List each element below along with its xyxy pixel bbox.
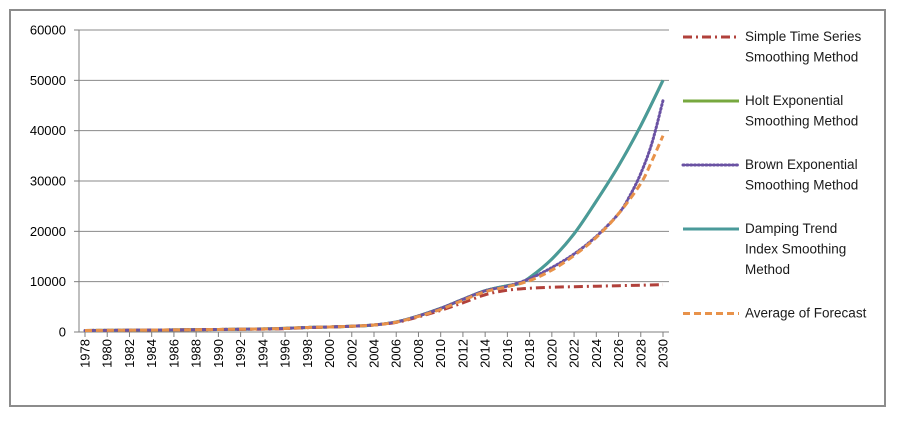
x-tick-label: 2008 <box>411 339 426 368</box>
gridlines <box>79 29 669 283</box>
x-tick-label: 1996 <box>278 339 293 368</box>
x-tick-label: 2014 <box>478 339 493 368</box>
x-tick-label: 1986 <box>166 339 181 368</box>
legend-label-line: Smoothing Method <box>745 178 858 193</box>
x-tick-label: 2018 <box>522 339 537 368</box>
x-tick-label: 1982 <box>122 339 137 368</box>
series-line-damping-trend-index-smoothing-method <box>84 79 665 332</box>
x-tick-label: 1992 <box>233 339 248 368</box>
y-tick-label: 60000 <box>30 23 66 38</box>
legend-label-line: Index Smoothing <box>745 242 846 257</box>
x-tick-label: 2016 <box>500 339 515 368</box>
series-line-brown-exponential-smoothing-method <box>83 98 665 332</box>
series-line-average-of-forecast <box>84 135 665 332</box>
legend-label-line: Simple Time Series <box>745 29 862 44</box>
x-tick-label: 2022 <box>567 339 582 368</box>
x-tick-label: 1994 <box>255 339 270 368</box>
y-tick-label: 0 <box>59 325 66 340</box>
x-tick-label: 1988 <box>189 339 204 368</box>
axes <box>74 29 669 337</box>
x-tick-label: 1980 <box>100 339 115 368</box>
x-tick-label: 1990 <box>211 339 226 368</box>
legend-label-line: Brown Exponential <box>745 157 858 172</box>
x-tick-label: 2002 <box>344 339 359 368</box>
x-tick-label: 2006 <box>389 339 404 368</box>
x-tick-label: 2030 <box>656 339 671 368</box>
y-tick-label: 50000 <box>30 73 66 88</box>
series-lines <box>83 79 665 332</box>
x-tick-label: 2020 <box>544 339 559 368</box>
legend-item-damping-trend-index-smoothing-method: Damping Trend Index Smoothing Method <box>683 221 846 277</box>
legend-item-brown-exponential-smoothing-method: Brown Exponential Smoothing Method <box>681 157 858 193</box>
legend-label-line: Damping Trend <box>745 221 837 236</box>
x-tick-label: 2012 <box>455 339 470 368</box>
x-tick-label: 2024 <box>589 339 604 368</box>
legend-label-line: Holt Exponential <box>745 93 843 108</box>
legend-label-line: Method <box>745 262 790 277</box>
y-tick-label: 10000 <box>30 274 66 289</box>
series-line-holt-exponential-smoothing-method <box>84 79 665 332</box>
x-axis-tick-labels: 1978 1980 1982 1984 1986 1988 1990 1992 1994 1996… <box>78 339 671 368</box>
legend-label-line: Average of Forecast <box>745 306 867 321</box>
legend-label-line: Smoothing Method <box>745 114 858 129</box>
x-tick-label: 1984 <box>144 339 159 368</box>
y-tick-label: 20000 <box>30 224 66 239</box>
x-tick-label: 2026 <box>611 339 626 368</box>
legend-item-average-of-forecast: Average of Forecast <box>683 306 867 321</box>
legend-item-simple-time-series-smoothing-method: Simple Time Series Smoothing Method <box>683 29 862 65</box>
y-tick-label: 30000 <box>30 174 66 189</box>
legend-item-holt-exponential-smoothing-method: Holt Exponential Smoothing Method <box>683 93 858 129</box>
legend-label-line: Smoothing Method <box>745 50 858 65</box>
x-tick-label: 2028 <box>633 339 648 368</box>
x-tick-label: 2010 <box>433 339 448 368</box>
x-tick-label: 2000 <box>322 339 337 368</box>
chart-frame <box>9 9 886 407</box>
x-tick-label: 1978 <box>78 339 93 368</box>
x-tick-label: 2004 <box>367 339 382 368</box>
y-tick-label: 40000 <box>30 123 66 138</box>
y-axis-tick-labels: 0 10000 20000 30000 40000 50000 60000 <box>30 23 66 340</box>
x-tick-label: 1998 <box>300 339 315 368</box>
